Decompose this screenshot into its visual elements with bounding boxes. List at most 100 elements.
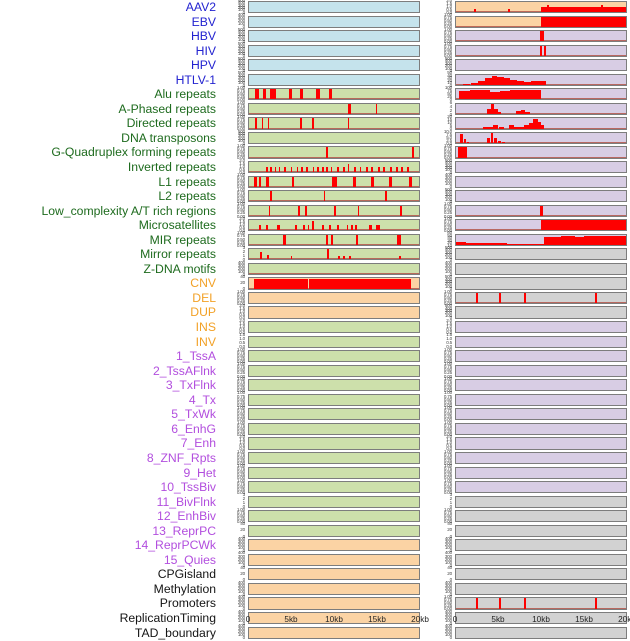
track-plot[interactable] [455, 365, 627, 377]
track-row[interactable] [248, 29, 420, 44]
track-plot[interactable] [455, 16, 627, 28]
track-plot[interactable] [248, 336, 420, 348]
track-row[interactable] [455, 189, 627, 204]
track-row[interactable] [248, 189, 420, 204]
track-row[interactable] [455, 58, 627, 73]
track-plot[interactable] [455, 146, 627, 158]
track-row[interactable] [455, 116, 627, 131]
track-row[interactable] [248, 305, 420, 320]
track-plot[interactable] [248, 437, 420, 449]
track-row[interactable] [455, 596, 627, 611]
track-plot[interactable] [455, 103, 627, 115]
track-row[interactable] [248, 393, 420, 408]
track-row[interactable] [248, 364, 420, 379]
track-plot[interactable] [455, 467, 627, 479]
track-row[interactable] [455, 509, 627, 524]
track-plot[interactable] [248, 306, 420, 318]
track-plot[interactable] [248, 597, 420, 609]
track-row[interactable] [248, 0, 420, 15]
track-plot[interactable] [455, 539, 627, 551]
track-plot[interactable] [455, 306, 627, 318]
track-plot[interactable] [455, 437, 627, 449]
track-plot[interactable] [455, 45, 627, 57]
track-row[interactable] [248, 538, 420, 553]
track-row[interactable] [455, 29, 627, 44]
track-plot[interactable] [455, 219, 627, 231]
track-row[interactable] [455, 44, 627, 59]
track-plot[interactable] [248, 132, 420, 144]
track-plot[interactable] [455, 190, 627, 202]
track-plot[interactable] [455, 74, 627, 86]
track-plot[interactable] [455, 568, 627, 580]
track-row[interactable] [455, 436, 627, 451]
track-row[interactable] [455, 218, 627, 233]
track-row[interactable] [455, 262, 627, 277]
track-row[interactable] [248, 15, 420, 30]
track-row[interactable] [248, 422, 420, 437]
track-row[interactable] [248, 495, 420, 510]
track-plot[interactable] [248, 88, 420, 100]
track-plot[interactable] [455, 554, 627, 566]
track-row[interactable] [248, 160, 420, 175]
track-plot[interactable] [248, 248, 420, 260]
track-plot[interactable] [248, 1, 420, 13]
track-row[interactable] [455, 276, 627, 291]
track-plot[interactable] [455, 583, 627, 595]
track-plot[interactable] [455, 452, 627, 464]
track-row[interactable] [248, 567, 420, 582]
track-row[interactable] [248, 73, 420, 88]
track-row[interactable] [248, 436, 420, 451]
track-row[interactable] [248, 509, 420, 524]
track-row[interactable] [455, 73, 627, 88]
track-plot[interactable] [248, 277, 420, 289]
track-plot[interactable] [248, 16, 420, 28]
track-plot[interactable] [248, 292, 420, 304]
track-plot[interactable] [248, 74, 420, 86]
track-plot[interactable] [248, 234, 420, 246]
track-plot[interactable] [248, 525, 420, 537]
track-row[interactable] [248, 335, 420, 350]
track-plot[interactable] [455, 336, 627, 348]
track-row[interactable] [455, 422, 627, 437]
track-row[interactable] [455, 175, 627, 190]
track-plot[interactable] [248, 219, 420, 231]
track-plot[interactable] [248, 117, 420, 129]
track-plot[interactable] [248, 59, 420, 71]
track-row[interactable] [248, 87, 420, 102]
track-plot[interactable] [248, 496, 420, 508]
track-plot[interactable] [248, 45, 420, 57]
track-plot[interactable] [455, 234, 627, 246]
track-plot[interactable] [455, 88, 627, 100]
track-plot[interactable] [455, 597, 627, 609]
track-plot[interactable] [455, 525, 627, 537]
track-plot[interactable] [455, 117, 627, 129]
track-plot[interactable] [248, 452, 420, 464]
track-row[interactable] [455, 582, 627, 597]
track-row[interactable] [455, 364, 627, 379]
track-row[interactable] [455, 145, 627, 160]
track-row[interactable] [248, 233, 420, 248]
track-row[interactable] [248, 451, 420, 466]
track-plot[interactable] [248, 481, 420, 493]
track-row[interactable] [248, 320, 420, 335]
track-row[interactable] [248, 175, 420, 190]
track-row[interactable] [248, 218, 420, 233]
track-row[interactable] [248, 480, 420, 495]
track-plot[interactable] [248, 510, 420, 522]
track-plot[interactable] [455, 205, 627, 217]
track-plot[interactable] [455, 496, 627, 508]
track-plot[interactable] [455, 263, 627, 275]
track-plot[interactable] [248, 467, 420, 479]
track-row[interactable] [455, 247, 627, 262]
track-plot[interactable] [455, 161, 627, 173]
track-row[interactable] [248, 582, 420, 597]
track-plot[interactable] [248, 103, 420, 115]
track-row[interactable] [455, 466, 627, 481]
track-plot[interactable] [455, 176, 627, 188]
track-plot[interactable] [248, 379, 420, 391]
track-row[interactable] [455, 524, 627, 539]
track-plot[interactable] [248, 190, 420, 202]
track-row[interactable] [455, 0, 627, 15]
track-row[interactable] [455, 407, 627, 422]
track-row[interactable] [248, 204, 420, 219]
